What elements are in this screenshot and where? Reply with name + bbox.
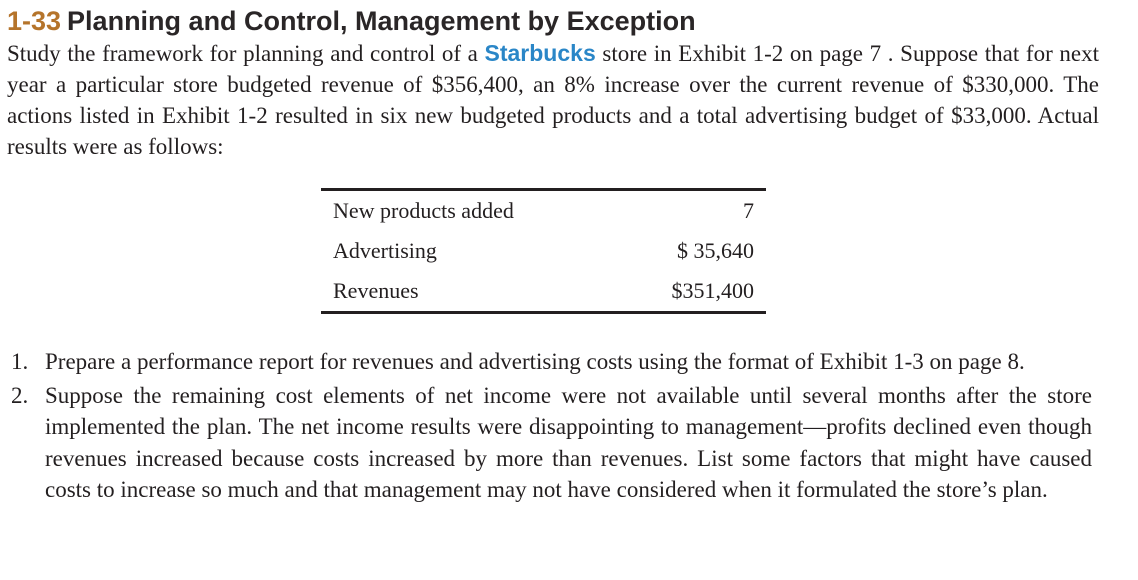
question-item: 1. Prepare a performance report for reve… xyxy=(11,346,1092,378)
problem-heading: 1-33 Planning and Control, Management by … xyxy=(7,4,1099,38)
problem-block: 1-33 Planning and Control, Management by … xyxy=(7,4,1099,162)
table-row: Advertising $ 35,640 xyxy=(321,231,766,271)
row-value: $351,400 xyxy=(671,278,755,303)
question-number: 2. xyxy=(11,382,29,408)
row-value: $ 35,640 xyxy=(677,238,754,263)
question-item: 2. Suppose the remaining cost elements o… xyxy=(11,380,1092,506)
question-list: 1. Prepare a performance report for reve… xyxy=(11,346,1092,508)
intro-text-end: store in Exhibit 1-2 on page 7 . Suppose… xyxy=(7,41,1099,159)
question-text: Suppose the remaining cost elements of n… xyxy=(45,382,1092,503)
table-row: New products added 7 xyxy=(321,190,766,232)
question-number: 1. xyxy=(11,349,29,374)
row-label: New products added xyxy=(333,198,514,223)
actual-results-table: New products added 7 Advertising $ 35,64… xyxy=(321,188,766,314)
problem-number: 1-33 xyxy=(7,6,62,36)
table-row: Revenues $351,400 xyxy=(321,271,766,313)
intro-paragraph: Study the framework for planning and con… xyxy=(7,38,1099,162)
question-text: Prepare a performance report for revenue… xyxy=(45,349,1025,374)
row-value: 7 xyxy=(743,198,754,223)
row-label: Advertising xyxy=(333,238,437,263)
row-label: Revenues xyxy=(333,278,419,303)
intro-text-start: Study the framework for planning and con… xyxy=(7,41,485,66)
problem-title: Planning and Control, Management by Exce… xyxy=(67,6,696,36)
brand-name: Starbucks xyxy=(484,40,596,66)
